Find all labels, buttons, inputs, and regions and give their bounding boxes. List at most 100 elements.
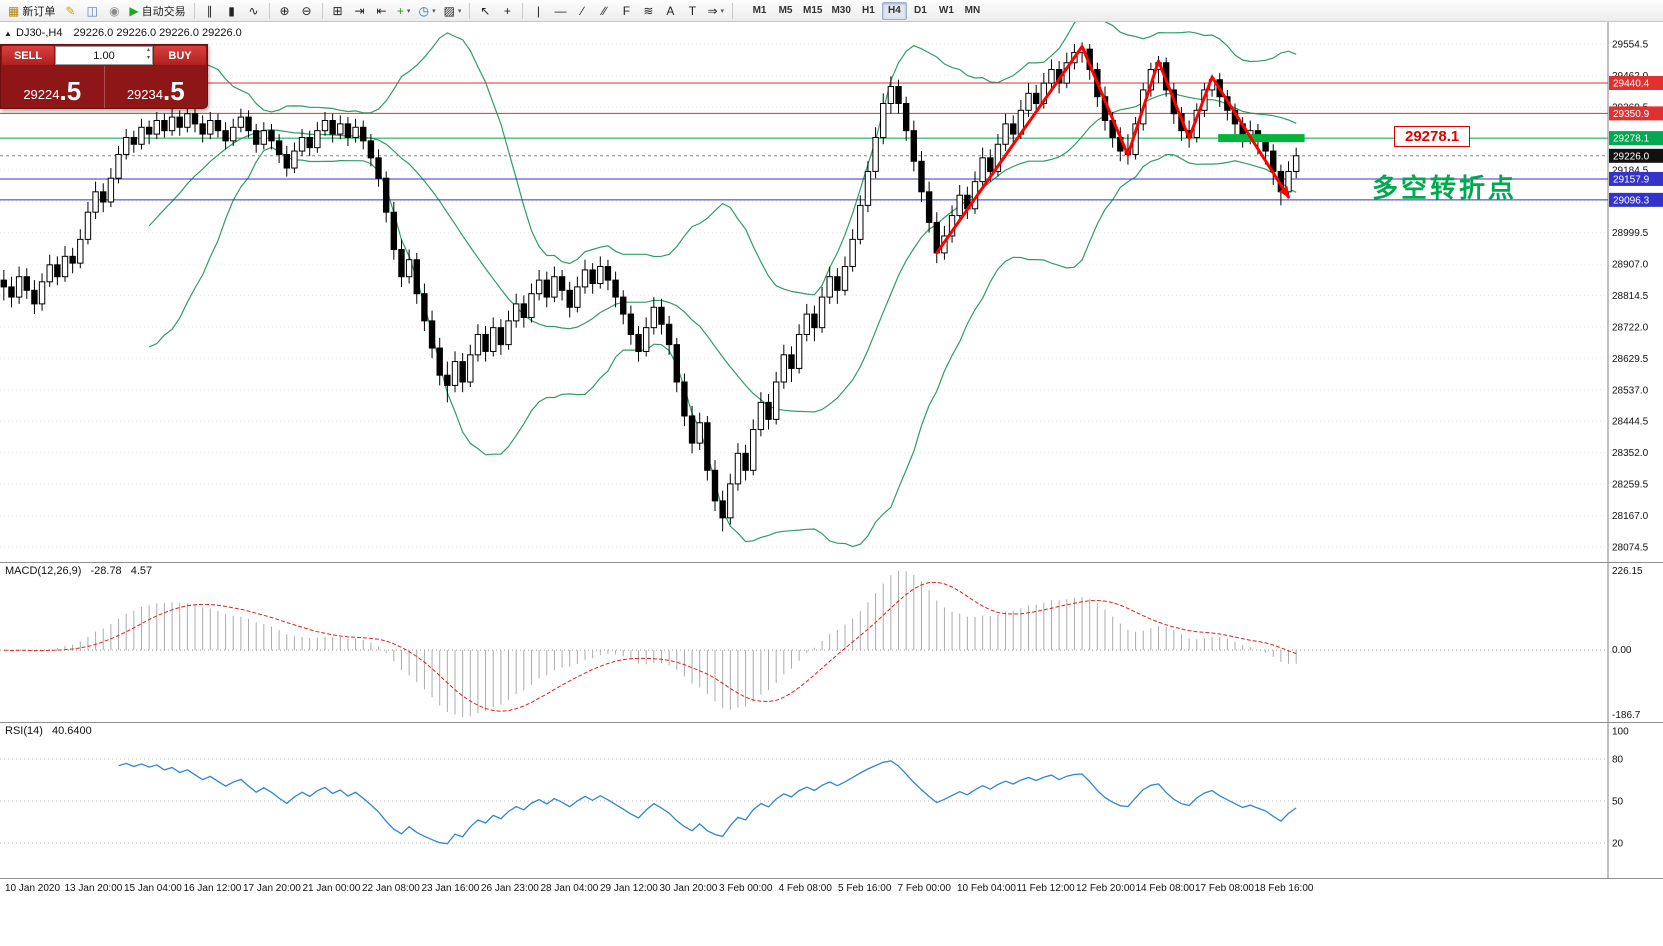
trade-controls-row: SELL 1.00 ▴ ▾ BUY	[1, 45, 207, 66]
time-label: 26 Jan 23:00	[481, 883, 539, 894]
chart-shift-button[interactable]: ⇤	[371, 2, 393, 20]
line-chart-button[interactable]: ∿	[243, 2, 265, 20]
time-label: 23 Jan 16:00	[421, 883, 480, 894]
timeframe-w1-button[interactable]: W1	[934, 2, 959, 20]
crosshair-icon: +	[503, 3, 511, 18]
turning-point-note[interactable]: 多空转折点	[1372, 173, 1518, 203]
time-label: 10 Jan 2020	[5, 883, 61, 894]
sell-price[interactable]: 29224 .5	[1, 66, 105, 108]
arrow-objects-icon: ⇒	[707, 3, 718, 18]
toolbar-separator	[469, 2, 471, 19]
timeframe-h1-button[interactable]: H1	[856, 2, 881, 20]
timeframe-mn-button[interactable]: MN	[960, 2, 985, 20]
toolbar-separator	[522, 2, 524, 19]
svg-text:28814.5: 28814.5	[1612, 291, 1649, 302]
svg-text:29278.1: 29278.1	[1613, 134, 1650, 145]
support-bar-annotation[interactable]	[1218, 134, 1305, 143]
auto-trading-button[interactable]: ▶ 自动交易	[125, 2, 189, 20]
time-label: 28 Jan 04:00	[540, 883, 599, 894]
svg-text:28259.5: 28259.5	[1612, 480, 1649, 491]
zoom-in-button[interactable]: ⊕	[274, 2, 296, 20]
crosshair-button[interactable]: +	[496, 2, 518, 20]
volume-input[interactable]: 1.00 ▴ ▾	[55, 46, 153, 65]
text-label-button[interactable]: T	[681, 2, 703, 20]
templates-button[interactable]: ▨ ▾	[440, 2, 466, 20]
svg-text:29350.9: 29350.9	[1613, 109, 1650, 120]
arrow-objects-button[interactable]: ⇒ ▾	[703, 2, 728, 20]
svg-text:29226.0: 29226.0	[1613, 151, 1650, 162]
toolbar-separator	[193, 2, 195, 19]
tile-windows-button[interactable]: ⊞	[327, 2, 349, 20]
zoom-in-icon: ⊕	[279, 3, 290, 18]
periods-button[interactable]: ◷ ▾	[415, 2, 440, 20]
volume-down-icon[interactable]: ▾	[146, 55, 150, 61]
svg-text:100: 100	[1612, 727, 1629, 738]
timeframe-m5-button[interactable]: M5	[773, 2, 798, 20]
time-label: 7 Feb 00:00	[897, 883, 951, 894]
main-chart-panel: 29554.529462.029369.529277.029184.529092…	[0, 22, 1663, 562]
sell-button[interactable]: SELL	[2, 46, 54, 65]
fibonacci-icon: F	[622, 3, 631, 18]
volume-value: 1.00	[93, 49, 115, 62]
bollinger-bands	[148, 22, 1297, 548]
time-label: 4 Feb 08:00	[778, 883, 832, 894]
svg-text:80: 80	[1612, 755, 1624, 766]
svg-text:28907.0: 28907.0	[1612, 260, 1649, 271]
cursor-button[interactable]: ↖	[474, 2, 496, 20]
buy-price-fraction: .5	[162, 76, 185, 106]
rsi-canvas[interactable]: 100 80 50 20	[0, 723, 1663, 878]
zoom-out-button[interactable]: ⊖	[296, 2, 318, 20]
new-order-button[interactable]: ▦ 新订单	[4, 2, 59, 20]
macd-canvas[interactable]: 226.15 0.00 -186.7	[0, 563, 1663, 722]
one-click-collapse-icon[interactable]: ▲	[4, 29, 12, 38]
text-label-icon: T	[688, 3, 697, 18]
volume-up-icon[interactable]: ▴	[146, 47, 150, 53]
fibonacci-button[interactable]: F	[615, 2, 637, 20]
time-label: 11 Feb 12:00	[1016, 883, 1075, 894]
main-toolbar: ▦ 新订单 ✎ ◫ ◉ ▶ 自动交易 ∥ ▮ ∿ ⊕ ⊖ ⊞ ⇥ ⇤ + ▾ ◷ ▾ ▨ ▾ ↖ + | — ∕ ∕∕ F ≋ A T ⇒ ▾ M…	[0, 0, 1663, 22]
metaeditor-button[interactable]: ✎	[59, 2, 81, 20]
time-axis[interactable]: 10 Jan 2020 13 Jan 20:00 15 Jan 04:00 16 Ja…	[0, 878, 1663, 946]
time-label: 12 Feb 20:00	[1076, 883, 1135, 894]
equidistant-channel-button[interactable]: ∕∕	[593, 2, 615, 20]
buy-button[interactable]: BUY	[154, 46, 206, 65]
timeframe-m30-button[interactable]: M30	[827, 2, 854, 20]
timeframe-h4-button[interactable]: H4	[881, 1, 907, 20]
indicators-button[interactable]: + ▾	[393, 2, 415, 20]
timeframe-d1-button[interactable]: D1	[908, 2, 933, 20]
ohlc-values: 29226.0 29226.0 29226.0 29226.0	[73, 27, 242, 39]
profiles-button[interactable]: ◫	[81, 2, 103, 20]
shapes-button[interactable]: ≋	[637, 2, 659, 20]
buy-price[interactable]: 29234 .5	[105, 66, 208, 108]
bar-chart-button[interactable]: ∥	[199, 2, 221, 20]
time-label: 10 Feb 04:00	[957, 883, 1016, 894]
rsi-line	[118, 760, 1297, 845]
main-chart-canvas[interactable]: 29554.529462.029369.529277.029184.529092…	[0, 22, 1663, 562]
trendline-button[interactable]: ∕	[571, 2, 593, 20]
volume-spinner: ▴ ▾	[147, 47, 150, 63]
horizontal-lines[interactable]	[0, 82, 1608, 201]
svg-text:28167.0: 28167.0	[1612, 511, 1649, 522]
price-level-annotation[interactable]: 29278.1	[1394, 126, 1471, 147]
sell-price-fraction: .5	[59, 76, 82, 106]
auto-scroll-button[interactable]: ⇥	[349, 2, 371, 20]
caret-down-icon: ▾	[432, 7, 436, 15]
trend-zigzag-annotation[interactable]	[935, 45, 1290, 255]
sounds-button[interactable]: ◉	[103, 2, 125, 20]
caret-down-icon: ▾	[457, 7, 462, 15]
templates-icon: ▨	[443, 3, 455, 18]
horizontal-line-button[interactable]: —	[549, 2, 571, 20]
candlestick-chart-button[interactable]: ▮	[221, 2, 243, 20]
svg-text:0.00: 0.00	[1612, 645, 1632, 656]
time-label: 21 Jan 00:00	[302, 883, 361, 894]
text-button[interactable]: A	[659, 2, 681, 20]
metaeditor-icon: ✎	[65, 3, 76, 18]
macd-label: MACD(12,26,9) -28.78 4.57	[5, 565, 152, 577]
time-label: 30 Jan 20:00	[659, 883, 718, 894]
timeframe-m15-button[interactable]: M15	[799, 2, 826, 20]
vertical-line-button[interactable]: |	[527, 2, 549, 20]
rsi-value: 40.6400	[51, 725, 92, 737]
cursor-icon: ↖	[480, 3, 491, 18]
timeframe-m1-button[interactable]: M1	[747, 2, 772, 20]
rsi-label: RSI(14) 40.6400	[5, 725, 92, 737]
